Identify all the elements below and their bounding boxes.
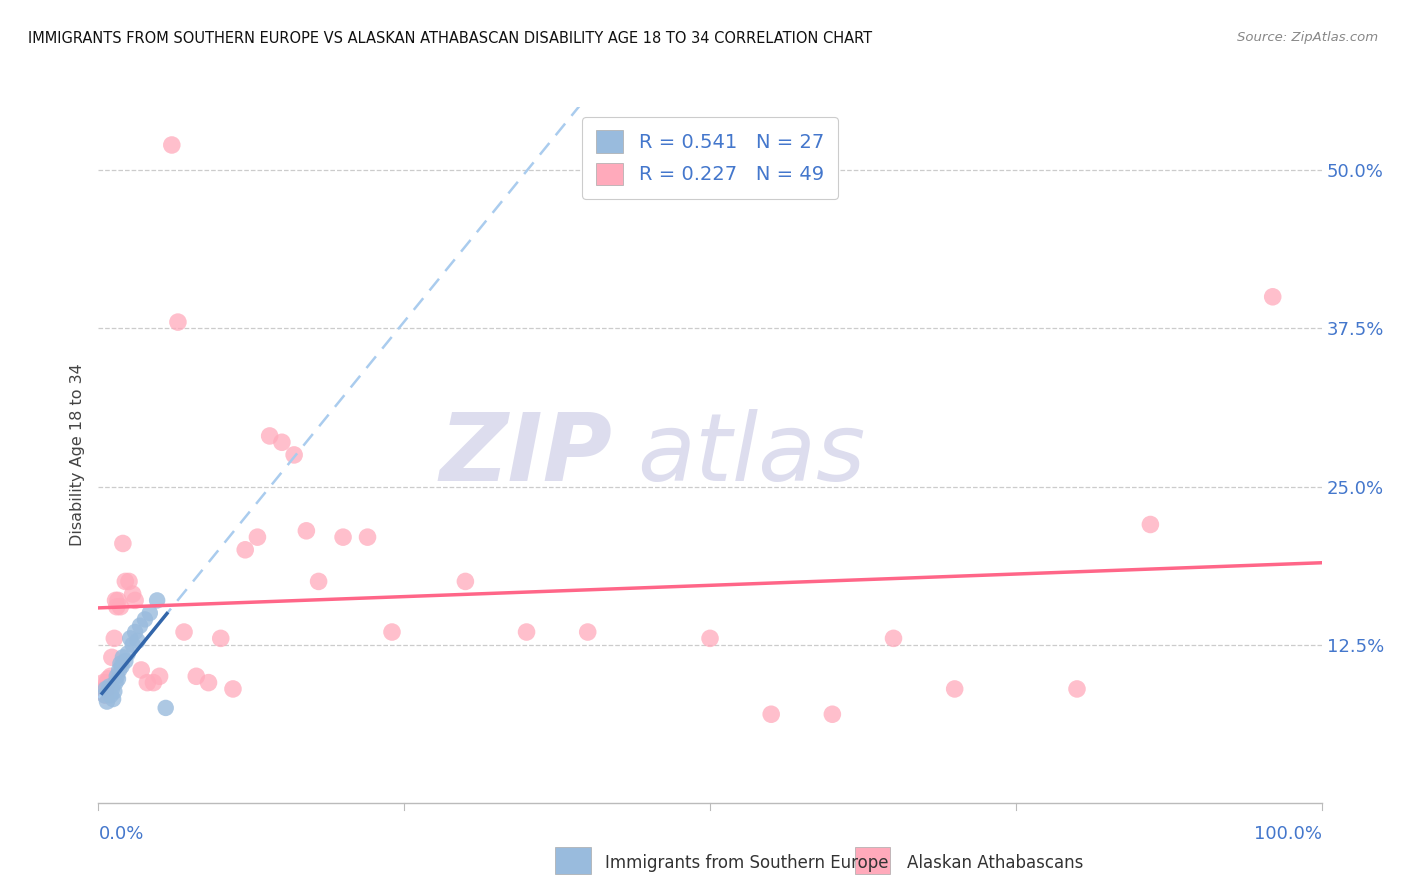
Point [270,435,294,450]
Point [117,647,139,661]
Point [91,684,114,698]
Point [146,593,169,607]
Point [94,681,117,696]
Text: ZIP: ZIP [439,409,612,501]
Point [943,681,966,696]
Point [108,663,131,677]
Point [1066,681,1088,696]
Point [259,429,281,443]
Point [111,650,134,665]
Point [124,593,146,607]
Point [103,632,125,646]
Point [94,688,117,702]
Point [222,681,245,696]
Point [121,587,143,601]
Point [107,672,129,686]
Point [120,632,142,646]
Point [105,669,128,683]
Text: Alaskan Athabascans: Alaskan Athabascans [907,855,1083,872]
Legend: R = 0.541   N = 27, R = 0.227   N = 49: R = 0.541 N = 27, R = 0.227 N = 49 [582,117,838,199]
Point [209,632,232,646]
Point [761,707,783,722]
Point [515,625,537,640]
Point [111,659,134,673]
Point [883,632,905,646]
Point [332,530,354,544]
Point [233,542,256,557]
Point [103,684,125,698]
Point [114,574,136,589]
Point [124,625,146,640]
Point [356,530,378,544]
Point [110,599,132,614]
Point [127,633,149,648]
Point [97,684,120,698]
Point [246,530,269,544]
Point [96,695,118,709]
Point [98,680,121,694]
Point [134,612,156,626]
Point [454,574,477,589]
Point [101,681,124,696]
Point [576,625,599,640]
Point [118,574,141,589]
Point [308,574,330,589]
Point [136,675,159,690]
Point [97,672,120,686]
Point [91,675,114,690]
Point [101,650,124,665]
Point [155,701,177,715]
Point [100,669,122,683]
Point [167,315,190,329]
Point [104,675,127,690]
Point [160,138,183,153]
Point [101,692,124,706]
Bar [555,847,591,874]
Point [111,536,134,550]
Point [699,632,721,646]
Point [283,448,305,462]
Point [93,681,115,696]
Text: Immigrants from Southern Europe: Immigrants from Southern Europe [605,855,889,872]
Point [100,688,122,702]
Point [197,675,219,690]
Point [821,707,844,722]
Point [110,657,132,671]
Y-axis label: Disability Age 18 to 34: Disability Age 18 to 34 [69,364,84,546]
Point [96,675,118,690]
Point [107,593,129,607]
Point [139,606,162,620]
Point [114,654,136,668]
Text: IMMIGRANTS FROM SOUTHERN EUROPE VS ALASKAN ATHABASCAN DISABILITY AGE 18 TO 34 CO: IMMIGRANTS FROM SOUTHERN EUROPE VS ALASK… [28,31,872,46]
Point [1261,290,1284,304]
Point [98,680,121,694]
Point [295,524,318,538]
Point [121,638,143,652]
Text: 0.0%: 0.0% [98,825,143,843]
Text: atlas: atlas [637,409,865,500]
Point [381,625,404,640]
Point [129,618,152,632]
Point [104,593,127,607]
Text: 100.0%: 100.0% [1254,825,1322,843]
Point [186,669,208,683]
Bar [855,847,890,874]
Point [142,675,165,690]
Text: Source: ZipAtlas.com: Source: ZipAtlas.com [1237,31,1378,45]
Point [93,688,115,702]
Point [105,599,128,614]
Point [173,625,195,640]
Point [1139,517,1161,532]
Point [129,663,152,677]
Point [149,669,172,683]
